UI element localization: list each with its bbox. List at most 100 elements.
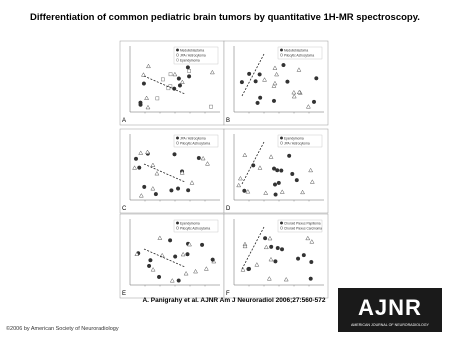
copyright: ©2006 by American Society of Neuroradiol…: [6, 325, 119, 332]
scatter-point: [138, 193, 144, 198]
legend-label: Pilocytic Astrocytoma: [284, 54, 314, 58]
scatter-point: [141, 81, 146, 86]
panel-label: C: [122, 206, 127, 212]
scatter-point: [273, 259, 278, 264]
scatter-point: [133, 156, 139, 161]
scatter-point: [169, 278, 175, 283]
scatter-point: [296, 89, 302, 95]
scatter-point: [187, 241, 192, 247]
logo-subtitle: AMERICAN JOURNAL OF NEURORADIOLOGY: [351, 323, 430, 327]
scatter-point: [271, 83, 277, 88]
legend-label: JPA / Astrocytoma: [180, 54, 206, 58]
scatter-point: [245, 189, 251, 194]
discriminant-line: [143, 75, 186, 95]
scatter-point: [262, 77, 267, 82]
scatter-point: [172, 152, 177, 157]
scatter-point: [144, 95, 150, 100]
scatter-point: [276, 180, 281, 185]
scatter-point: [242, 152, 248, 157]
scatter-point: [176, 278, 181, 283]
scatter-point: [314, 76, 319, 81]
scatter-point: [254, 262, 260, 267]
scatter-point: [272, 182, 278, 187]
legend-label: Choroid Plexus Carcinoma: [284, 227, 322, 231]
scatter-point: [294, 178, 299, 183]
scatter-point: [296, 256, 301, 261]
scatter-point: [271, 98, 277, 103]
scatter-point: [279, 189, 285, 194]
scatter-point: [266, 276, 272, 281]
scatter-point: [308, 276, 313, 281]
slide-title: Differentiation of common pediatric brai…: [30, 12, 420, 23]
legend-box: [173, 219, 219, 233]
scatter-point: [155, 96, 160, 101]
logo-name: AJNR: [358, 295, 422, 320]
legend-label: JPA / Astrocytoma: [284, 142, 310, 146]
legend-marker: [280, 48, 284, 52]
panel-label: F: [226, 291, 230, 297]
scatter-point: [179, 170, 185, 175]
scatter-point: [166, 86, 171, 91]
scatter-point: [203, 266, 209, 271]
legend-label: Medulloblastoma: [284, 49, 308, 53]
legend-box: [277, 134, 323, 148]
scatter-point: [150, 162, 156, 167]
scatter-point: [138, 150, 144, 155]
scatter-point: [269, 244, 274, 249]
scatter-point: [272, 65, 278, 70]
scatter-point: [279, 247, 285, 252]
scatter-point: [180, 251, 186, 257]
scatter-point: [176, 76, 181, 81]
scatter-point: [275, 245, 280, 251]
scatter-point: [186, 188, 191, 193]
legend-box: [277, 219, 323, 233]
scatter-point: [242, 188, 247, 193]
scatter-point: [156, 274, 162, 279]
legend-marker: [175, 136, 179, 140]
legend-marker: [175, 226, 179, 230]
scatter-point: [157, 235, 163, 240]
scatter-point: [141, 72, 146, 77]
scatter-point: [172, 71, 178, 77]
scatter-point: [296, 67, 302, 72]
scatter-point: [160, 77, 165, 82]
discriminant-line: [241, 53, 265, 97]
legend-label: Ependymoma: [284, 137, 304, 141]
legend-marker: [175, 141, 179, 145]
legend-label: Pilocytic Astrocytoma: [180, 227, 210, 231]
panel-label: A: [122, 118, 126, 124]
scatter-point: [263, 244, 269, 250]
scatter-point: [272, 80, 278, 86]
scatter-point: [172, 86, 177, 91]
scatter-point: [132, 165, 137, 170]
scatter-point: [196, 155, 201, 161]
scatter-point: [263, 236, 268, 241]
scatter-point: [150, 186, 156, 191]
scatter-point: [308, 167, 314, 173]
scatter-point: [169, 188, 174, 193]
scatter-point: [193, 268, 198, 274]
scatter-point: [185, 65, 190, 70]
scatter-point: [257, 72, 262, 77]
scatter-point: [210, 257, 215, 262]
scatter-point: [255, 100, 260, 105]
legend-marker: [175, 58, 179, 62]
legend-marker: [280, 141, 284, 145]
scatter-point: [285, 79, 290, 84]
discriminant-line: [241, 226, 265, 270]
scatter-point: [187, 69, 191, 73]
scatter-point: [147, 263, 152, 268]
scatter-point: [268, 154, 274, 159]
scatter-point: [175, 186, 181, 191]
scatter-point: [281, 63, 286, 68]
legend-marker: [280, 226, 284, 230]
scatter-point: [179, 79, 185, 84]
legend-marker: [280, 221, 284, 225]
scatter-point: [279, 168, 284, 173]
legend-label: Pilocytic Astrocytoma: [180, 142, 210, 146]
scatter-point: [168, 238, 173, 243]
legend-marker: [175, 53, 179, 57]
scatter-point: [283, 276, 289, 282]
